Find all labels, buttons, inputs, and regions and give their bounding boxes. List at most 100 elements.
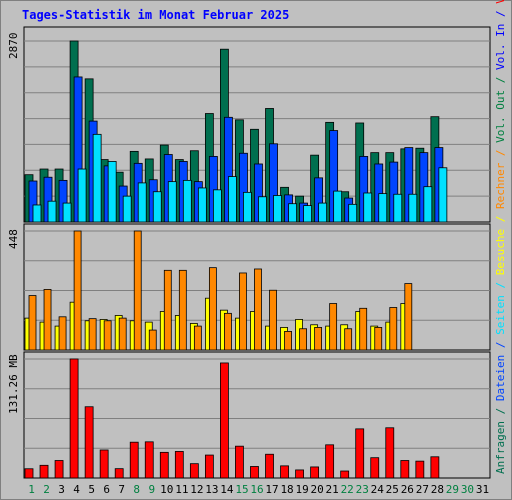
bar-seiten-day-18 xyxy=(288,203,297,223)
bar-volumen-day-15 xyxy=(235,445,244,479)
bar-seiten-day-17 xyxy=(273,195,282,223)
bar-rechner-day-14 xyxy=(224,312,232,351)
x-tick-label: 18 xyxy=(280,483,293,496)
bar-rechner-day-22 xyxy=(344,328,353,351)
right-legend: Anfragen / Dateien / Seiten / Besuche / … xyxy=(494,0,507,474)
bar-rechner-day-2 xyxy=(43,289,52,351)
x-tick-label: 16 xyxy=(250,483,263,496)
bar-volumen-day-5 xyxy=(84,406,94,479)
x-tick-label: 24 xyxy=(371,483,385,496)
x-tick-label: 6 xyxy=(103,483,110,496)
x-tick-label: 29 xyxy=(446,483,459,496)
bar-volumen-day-14 xyxy=(220,362,229,479)
legend-entry: Besuche xyxy=(494,229,507,275)
legend-entry: / xyxy=(494,401,507,421)
bar-seiten-day-13 xyxy=(212,189,222,223)
bar-volumen-day-24 xyxy=(370,457,380,479)
bar-seiten-day-4 xyxy=(77,168,87,223)
bar-volumen-day-26 xyxy=(400,460,410,479)
bar-volumen-day-3 xyxy=(54,460,64,479)
bar-volumen-day-6 xyxy=(99,449,109,479)
bar-seiten-day-2 xyxy=(47,200,57,223)
bar-seiten-day-24 xyxy=(378,193,388,223)
bar-rechner-day-23 xyxy=(359,307,368,351)
x-tick-label: 2 xyxy=(43,483,50,496)
x-tick-label: 23 xyxy=(356,483,369,496)
bar-seiten-day-9 xyxy=(152,191,162,223)
legend-entry: / xyxy=(494,335,507,355)
legend-entry: / xyxy=(494,143,507,163)
bar-seiten-day-15 xyxy=(243,191,252,223)
x-tick-label: 21 xyxy=(326,483,339,496)
bar-volumen-day-23 xyxy=(355,428,365,479)
bar-rechner-day-17 xyxy=(269,289,277,351)
bar-seiten-day-10 xyxy=(167,181,177,223)
legend-entry: Vol. Out xyxy=(494,90,507,143)
bar-rechner-day-11 xyxy=(178,269,187,351)
bar-volumen-day-12 xyxy=(189,463,199,479)
bar-volumen-day-16 xyxy=(250,466,259,479)
bar-rechner-day-25 xyxy=(389,307,398,351)
bar-seiten-day-22 xyxy=(348,203,358,223)
bar-seiten-day-1 xyxy=(32,204,42,223)
bar-volumen-day-28 xyxy=(430,456,440,479)
legend-entry: / xyxy=(494,70,507,90)
legend-entry: / xyxy=(494,275,507,295)
panel-bottom xyxy=(23,351,491,479)
legend-entry: Vol. In xyxy=(494,24,507,70)
x-tick-label: 10 xyxy=(160,483,173,496)
bar-volumen-day-27 xyxy=(415,460,425,479)
legend-entry: Rechner xyxy=(494,162,507,209)
y-max-label: 2870 xyxy=(7,33,20,60)
bar-volumen-day-19 xyxy=(295,469,304,479)
x-tick-label: 12 xyxy=(190,483,203,496)
bar-rechner-day-5 xyxy=(88,318,97,351)
bar-rechner-day-16 xyxy=(254,268,262,351)
bar-seiten-day-21 xyxy=(333,190,343,223)
x-tick-label: 28 xyxy=(431,483,444,496)
bar-seiten-day-6 xyxy=(107,161,117,223)
bar-volumen-day-10 xyxy=(159,451,169,479)
legend-entry: Volumen xyxy=(494,0,507,4)
bar-seiten-day-20 xyxy=(318,202,328,223)
x-tick-label: 1 xyxy=(28,483,35,496)
bar-rechner-day-12 xyxy=(193,325,202,351)
bar-volumen-day-25 xyxy=(385,427,395,479)
x-tick-label: 27 xyxy=(416,483,429,496)
bar-volumen-day-22 xyxy=(340,470,350,479)
x-tick-label: 9 xyxy=(148,483,155,496)
bar-volumen-day-20 xyxy=(310,466,320,479)
x-tick-label: 19 xyxy=(295,483,308,496)
bar-seiten-day-7 xyxy=(122,195,132,223)
bar-volumen-day-7 xyxy=(114,468,124,479)
bar-volumen-day-21 xyxy=(325,444,335,479)
legend-entry: Dateien xyxy=(494,355,507,401)
x-tick-label: 31 xyxy=(476,483,489,496)
bar-rechner-day-10 xyxy=(163,269,172,351)
x-tick-label: 26 xyxy=(401,483,414,496)
bar-volumen-day-13 xyxy=(204,454,214,479)
bar-volumen-day-11 xyxy=(174,451,184,479)
x-tick-label: 5 xyxy=(88,483,95,496)
bar-volumen-day-17 xyxy=(265,453,274,479)
bar-rechner-day-9 xyxy=(148,329,157,351)
bar-rechner-day-1 xyxy=(28,295,37,351)
legend-entry: / xyxy=(494,209,507,229)
bar-rechner-day-15 xyxy=(239,272,247,351)
bar-rechner-day-13 xyxy=(208,267,217,351)
bar-rechner-day-4 xyxy=(73,230,82,351)
x-tick-label: 15 xyxy=(235,483,248,496)
bar-rechner-day-26 xyxy=(404,283,413,351)
bar-seiten-day-11 xyxy=(182,179,192,223)
x-tick-label: 25 xyxy=(386,483,399,496)
chart-title: Tages-Statistik im Monat Februar 2025 xyxy=(22,8,290,22)
bar-rechner-day-3 xyxy=(58,316,67,351)
bar-volumen-day-4 xyxy=(69,358,79,479)
bar-seiten-day-8 xyxy=(137,182,147,223)
legend-entry: Seiten xyxy=(494,295,507,335)
x-tick-label: 14 xyxy=(220,483,234,496)
y-max-label: 131.26 MB xyxy=(7,354,20,414)
bar-seiten-day-5 xyxy=(92,133,102,223)
bar-rechner-day-24 xyxy=(374,327,383,351)
